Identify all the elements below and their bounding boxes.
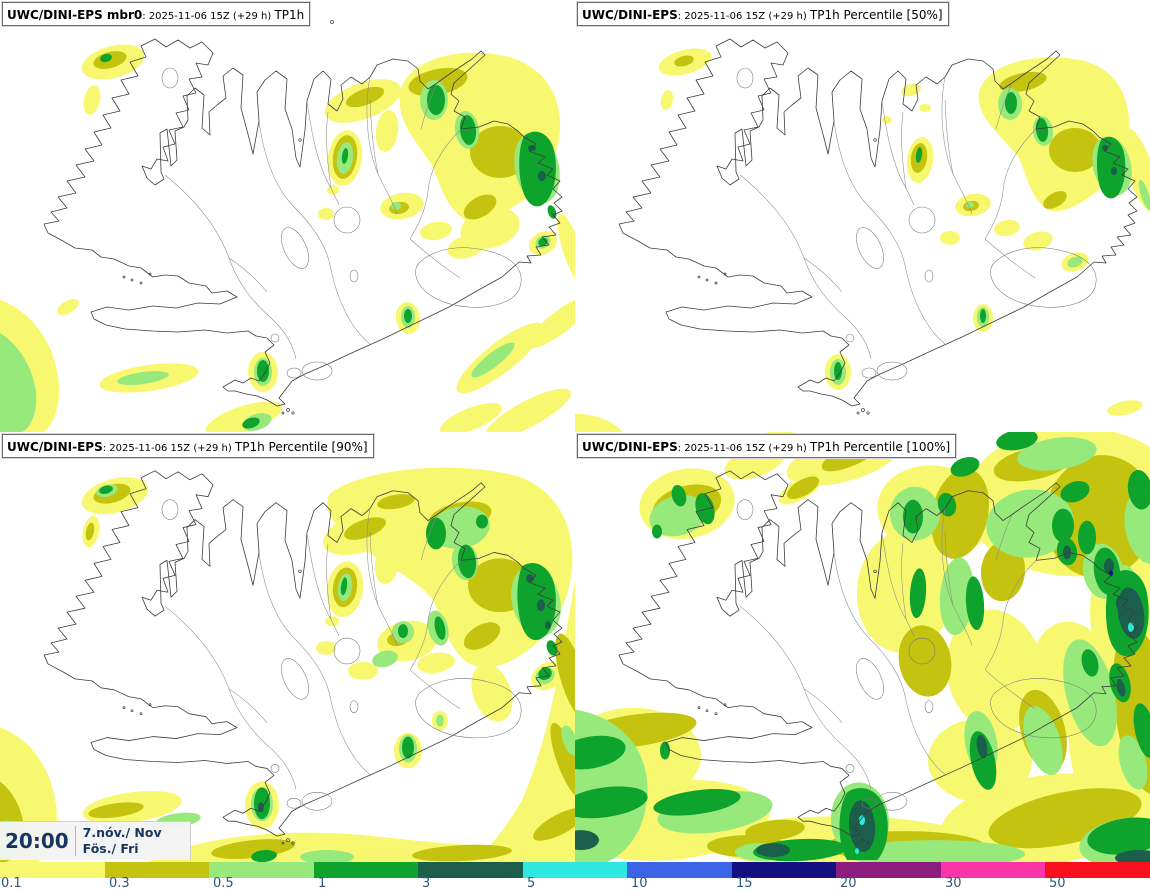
run-time: : 2025-11-06 15Z (+29 h) [102, 443, 235, 454]
model-name: UWC/DINI-EPS mbr0 [7, 8, 143, 22]
valid-date-line2: Fös./ Fri [82, 841, 139, 856]
colorbar-segment [0, 862, 105, 878]
colorbar-tick-label: 1 [318, 876, 327, 891]
colorbar-tick-label: 30 [945, 876, 962, 891]
parameter-name: TP1h Percentile [100%] [809, 440, 951, 454]
precip-layer [0, 44, 575, 432]
panel-title-p50: UWC/DINI-EPS: 2025-11-06 15Z (+29 h) TP1… [576, 1, 950, 27]
colorbar-segment [313, 862, 419, 878]
map-panel-p50[interactable]: UWC/DINI-EPS: 2025-11-06 15Z (+29 h) TP1… [575, 0, 1150, 432]
precip-layer [0, 467, 575, 862]
colorbar-segment [522, 862, 628, 878]
colorbar-segment [209, 862, 314, 878]
colorbar-tick-label: 5 [527, 876, 536, 891]
panel-title-mbr0: UWC/DINI-EPS mbr0: 2025-11-06 15Z (+29 h… [0, 1, 312, 27]
colorbar-tick-label: 3 [422, 876, 431, 891]
colorbar-segment [940, 862, 1046, 878]
model-name: UWC/DINI-EPS [582, 440, 678, 454]
colorbar-segment [104, 862, 210, 878]
colorbar-tick-label: 10 [631, 876, 648, 891]
colorbar-segment [627, 862, 732, 878]
panel-title-p100: UWC/DINI-EPS: 2025-11-06 15Z (+29 h) TP1… [575, 433, 958, 459]
map-p100 [575, 432, 1150, 862]
precip-layer [575, 48, 1150, 432]
colorbar-tick-labels: 0.1 0.3 0.5 1 3 5 10 15 20 30 50 [0, 876, 1150, 891]
run-time: : 2025-11-06 15Z (+29 h) [677, 443, 810, 454]
map-panel-p100[interactable]: UWC/DINI-EPS: 2025-11-06 15Z (+29 h) TP1… [575, 432, 1150, 862]
colorbar-tick-label: 15 [736, 876, 753, 891]
colorbar-tick-label: 0.1 [1, 876, 22, 891]
map-panel-mbr0[interactable]: UWC/DINI-EPS mbr0: 2025-11-06 15Z (+29 h… [0, 0, 575, 432]
valid-date: 7.nóv./ Nov Fös./ Fri [76, 825, 162, 856]
timebox-divider [74, 826, 76, 856]
run-time: : 2025-11-06 15Z (+29 h) [142, 11, 275, 22]
colorbar-segment [418, 862, 523, 878]
valid-time-box: 20:00 7.nóv./ Nov Fös./ Fri [0, 821, 191, 860]
colorbar-segment [1045, 862, 1150, 878]
map-panel-p90[interactable]: UWC/DINI-EPS: 2025-11-06 15Z (+29 h) TP1… [0, 432, 575, 862]
colorbar-segment [731, 862, 837, 878]
model-name: UWC/DINI-EPS [7, 440, 103, 454]
parameter-name: TP1h Percentile [90%] [234, 440, 368, 454]
parameter-name: TP1h Percentile [50%] [809, 8, 943, 22]
colorbar-tick-label: 50 [1049, 876, 1066, 891]
map-p50 [575, 20, 1150, 432]
parameter-name: TP1h [274, 8, 305, 22]
colorbar-tick-label: 20 [840, 876, 857, 891]
model-name: UWC/DINI-EPS [582, 8, 678, 22]
run-time: : 2025-11-06 15Z (+29 h) [677, 11, 810, 22]
colorbar-tick-label: 0.3 [109, 876, 130, 891]
map-p90 [0, 452, 575, 862]
precip-layer [575, 432, 1150, 862]
panel-title-p90: UWC/DINI-EPS: 2025-11-06 15Z (+29 h) TP1… [1, 433, 375, 459]
valid-date-line1: 7.nóv./ Nov [82, 825, 162, 841]
colorbar-tick-label: 0.5 [213, 876, 234, 891]
precipitation-colorbar [0, 862, 1150, 878]
map-mbr0 [0, 20, 575, 432]
valid-time: 20:00 [5, 829, 69, 853]
colorbar-segment [836, 862, 941, 878]
